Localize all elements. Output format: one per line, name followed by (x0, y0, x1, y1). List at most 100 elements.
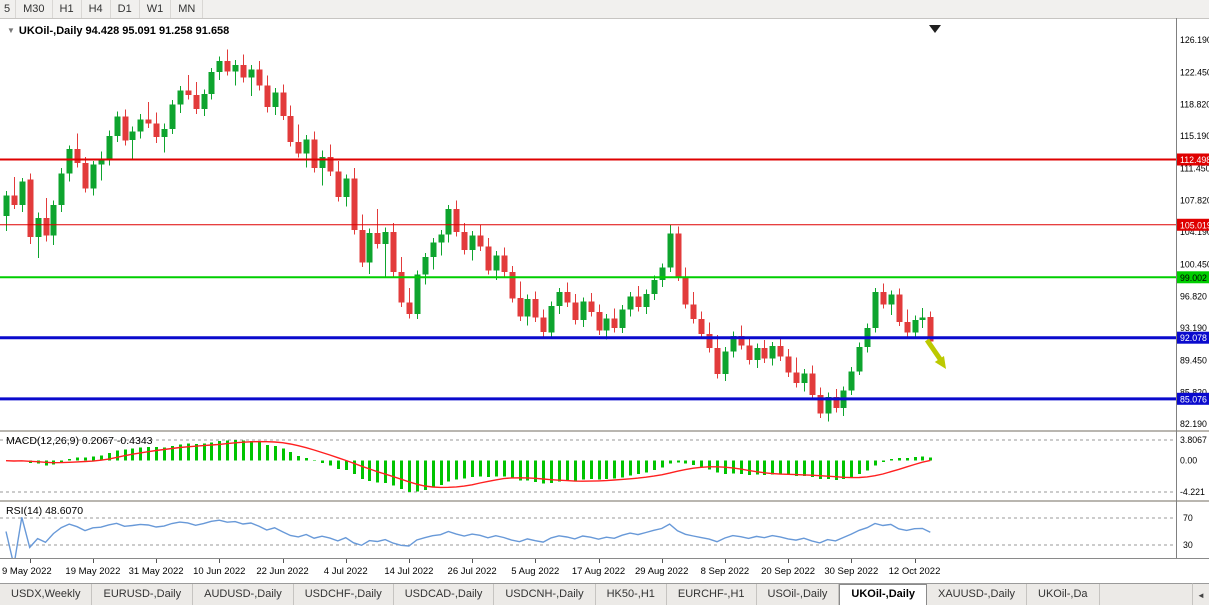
time-axis[interactable]: 9 May 2022 19 May 2022 31 May 2022 10 Jun 2… (0, 558, 1209, 584)
date-label: 5 Aug 2022 (511, 566, 560, 577)
svg-text:70: 70 (1183, 513, 1193, 523)
date-label: 17 Aug 2022 (571, 566, 626, 577)
horizontal-levels[interactable]: 112.498 105.019 99.002 92.078 85.076 (0, 153, 1209, 405)
macd-indicator-label: MACD(12,26,9) 0.2067 -0.4343 (6, 435, 153, 447)
chart-tab-usoil-daily[interactable]: USOil-,Daily (757, 584, 840, 605)
date-tick (345, 559, 347, 563)
level-price-tag (1177, 218, 1209, 231)
date-label: 26 Jul 2022 (447, 566, 497, 577)
date-tick (535, 559, 537, 563)
panel-splitter[interactable] (0, 430, 1209, 432)
timeframe-button-m30[interactable]: M30 (16, 0, 53, 18)
chart-tab-audusd-daily[interactable]: AUDUSD-,Daily (193, 584, 294, 605)
chart-tab-xauusd-daily[interactable]: XAUUSD-,Daily (927, 584, 1028, 605)
svg-text:100.450: 100.450 (1180, 260, 1209, 270)
timeframe-button-5[interactable]: 5 (0, 0, 17, 18)
svg-text:118.820: 118.820 (1180, 99, 1209, 109)
main-price-chart[interactable]: 126.190 122.450 118.820 115.190 111.450 107.8… (0, 18, 1209, 430)
level-price-tag (1177, 153, 1209, 166)
chart-tab-usdcad-daily[interactable]: USDCAD-,Daily (394, 584, 495, 605)
svg-text:105.019: 105.019 (1180, 220, 1209, 230)
date-tick (851, 559, 853, 563)
date-tick (661, 559, 663, 563)
macd-signal-line (5, 440, 931, 489)
chart-title: ▼ UKOil-,Daily 94.428 95.091 91.258 91.65… (7, 25, 229, 37)
date-tick (724, 559, 726, 563)
svg-text:-4.221: -4.221 (1180, 487, 1205, 497)
macd-histogram (13, 440, 932, 492)
date-label: 4 Jul 2022 (323, 566, 368, 577)
date-tick (282, 559, 284, 563)
date-label: 19 May 2022 (65, 566, 121, 577)
svg-text:96.820: 96.820 (1180, 291, 1207, 301)
chart-tab-ukoil-daily[interactable]: UKOil-,Daily (839, 584, 927, 605)
svg-text:85.076: 85.076 (1180, 394, 1207, 404)
svg-text:112.498: 112.498 (1180, 155, 1209, 165)
level-price-tag (1177, 392, 1209, 405)
svg-text:126.190: 126.190 (1180, 35, 1209, 45)
date-tick (914, 559, 916, 563)
date-label: 22 Jun 2022 (256, 566, 309, 577)
timeframe-toolbar: 5 M30 H1 H4 D1 W1 MN (0, 0, 1209, 19)
date-label: 8 Sep 2022 (700, 566, 750, 577)
date-label: 9 May 2022 (2, 566, 52, 577)
chart-tab-usdx-weekly[interactable]: USDX,Weekly (0, 584, 93, 605)
svg-text:92.078: 92.078 (1180, 333, 1207, 343)
chart-tab-ukoil-da[interactable]: UKOil-,Da (1027, 584, 1100, 605)
date-label: 12 Oct 2022 (888, 566, 941, 577)
svg-text:107.820: 107.820 (1180, 195, 1209, 205)
date-tick (156, 559, 158, 563)
svg-text:99.002: 99.002 (1180, 273, 1207, 283)
svg-text:111.450: 111.450 (1180, 164, 1209, 174)
svg-text:30: 30 (1183, 540, 1193, 550)
date-label: 29 Aug 2022 (635, 566, 689, 577)
svg-text:0.00: 0.00 (1180, 456, 1197, 466)
svg-text:104.190: 104.190 (1180, 227, 1209, 237)
level-price-tag (1177, 331, 1209, 344)
chart-tab-usdchf-daily[interactable]: USDCHF-,Daily (294, 584, 394, 605)
date-tick (29, 559, 31, 563)
date-tick (598, 559, 600, 563)
chart-tab-eurusd-daily[interactable]: EURUSD-,Daily (92, 584, 194, 605)
chart-tab-eurchf-h1[interactable]: EURCHF-,H1 (667, 584, 757, 605)
chart-tab-bar: USDX,Weekly EURUSD-,Daily AUDUSD-,Daily USD… (0, 583, 1209, 605)
svg-text:115.190: 115.190 (1180, 131, 1209, 141)
svg-text:89.450: 89.450 (1180, 356, 1207, 366)
timeframe-button-d1[interactable]: D1 (111, 0, 140, 18)
price-axis: 126.190 122.450 118.820 115.190 111.450 107.8… (1180, 35, 1209, 429)
date-tick (788, 559, 790, 563)
chart-tab-hk50-h1[interactable]: HK50-,H1 (596, 584, 667, 605)
svg-text:82.190: 82.190 (1180, 419, 1207, 429)
rsi-indicator-label: RSI(14) 48.6070 (6, 505, 84, 517)
date-label: 30 Sep 2022 (824, 566, 879, 577)
timeframe-button-h1[interactable]: H1 (53, 0, 82, 18)
chart-tab-usdcnh-daily[interactable]: USDCNH-,Daily (494, 584, 596, 605)
svg-text:122.450: 122.450 (1180, 68, 1209, 78)
date-label: 31 May 2022 (128, 566, 184, 577)
chart-shift-marker-icon[interactable] (929, 25, 941, 33)
date-tick (219, 559, 221, 563)
date-tick (92, 559, 94, 563)
timeframe-button-h4[interactable]: H4 (82, 0, 111, 18)
date-label: 10 Jun 2022 (193, 566, 246, 577)
timeframe-button-mn[interactable]: MN (171, 0, 204, 18)
candles (3, 49, 934, 422)
chart-menu-icon[interactable]: ▼ (7, 26, 15, 35)
date-label: 14 Jul 2022 (384, 566, 434, 577)
rsi-panel[interactable]: 70 30 (0, 500, 1209, 558)
rsi-line (5, 517, 931, 558)
macd-panel[interactable]: 3.8067 0.00 -4.221 (0, 430, 1209, 500)
date-tick (408, 559, 410, 563)
svg-text:3.8067: 3.8067 (1180, 435, 1207, 445)
panel-splitter[interactable] (0, 500, 1209, 502)
svg-text:93.190: 93.190 (1180, 323, 1207, 333)
sell-arrow-annotation[interactable] (924, 338, 946, 369)
tab-scroll-left-icon[interactable]: ◄ (1192, 583, 1209, 605)
chart-title-text: UKOil-,Daily 94.428 95.091 91.258 91.658 (18, 25, 230, 37)
level-price-tag (1177, 271, 1209, 284)
timeframe-button-w1[interactable]: W1 (140, 0, 172, 18)
svg-text:85.820: 85.820 (1180, 387, 1207, 397)
date-label: 20 Sep 2022 (761, 566, 816, 577)
date-tick (472, 559, 474, 563)
